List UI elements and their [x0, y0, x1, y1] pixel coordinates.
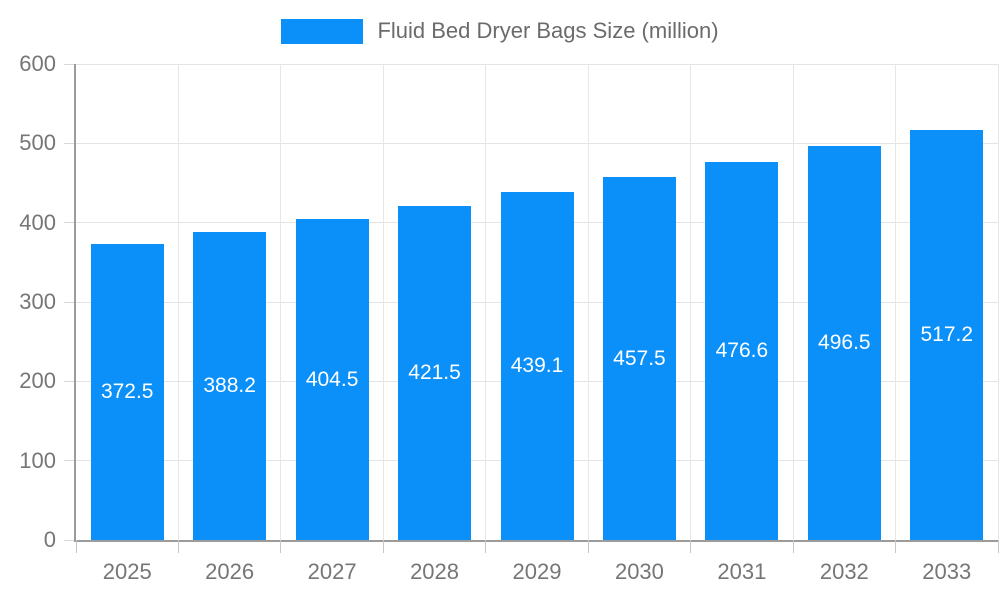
bar[interactable]: 517.2: [910, 129, 984, 540]
legend-label: Fluid Bed Dryer Bags Size (million): [377, 18, 719, 43]
bar-value-label: 372.5: [100, 380, 154, 404]
x-axis-label: 2033: [922, 559, 972, 584]
x-axis-label: 2032: [819, 559, 869, 584]
bar-value-label: 476.6: [715, 338, 769, 362]
x-gridline: [485, 64, 487, 540]
bar-value-label: 388.2: [203, 374, 256, 397]
y-axis-tick: [64, 460, 74, 462]
bar[interactable]: 496.5: [807, 146, 881, 540]
y-axis-tick: [64, 142, 74, 144]
x-axis-tick: [485, 540, 487, 553]
x-axis-tick: [792, 540, 794, 553]
x-axis-tick: [587, 540, 589, 553]
y-axis-tick: [64, 380, 74, 382]
x-gridline: [792, 64, 794, 540]
x-axis-label: 2027: [307, 559, 357, 584]
y-axis-tick: [64, 301, 74, 303]
x-axis-tick: [177, 540, 179, 553]
y-axis-label: 300: [19, 289, 56, 314]
x-axis-label: 2029: [512, 559, 562, 584]
x-axis-tick: [75, 540, 77, 553]
x-gridline: [177, 64, 179, 540]
plot-area: 372.5 2025 388.2 2026 404.5 2027 421.5 2028 439.…: [64, 63, 999, 584]
x-gridline: [587, 64, 589, 540]
bar[interactable]: 372.5: [90, 244, 164, 540]
x-axis-label: 2028: [410, 559, 460, 584]
x-axis-tick: [997, 540, 999, 553]
y-axis-tick: [64, 539, 74, 541]
y-axis-label: 400: [19, 209, 56, 235]
y-gridline: [76, 63, 998, 65]
y-axis-label: 500: [19, 130, 56, 156]
bar-value-label: 517.2: [920, 322, 974, 346]
x-axis-label: 2026: [205, 559, 255, 584]
y-axis-label: 0: [43, 527, 56, 552]
bar[interactable]: 439.1: [500, 191, 574, 540]
bar[interactable]: 404.5: [295, 219, 369, 540]
x-axis-label: 2031: [717, 559, 767, 584]
y-axis-tick: [64, 222, 74, 224]
x-axis-tick: [690, 540, 692, 553]
bar[interactable]: 421.5: [398, 205, 472, 540]
bar-value-label: 439.1: [510, 353, 564, 377]
y-axis-label: 200: [19, 368, 56, 394]
legend[interactable]: Fluid Bed Dryer Bags Size (million): [0, 18, 1000, 44]
y-axis-label: 100: [19, 447, 56, 473]
bar[interactable]: 388.2: [193, 232, 267, 540]
x-axis-label: 2030: [614, 559, 664, 584]
x-gridline: [895, 64, 897, 540]
x-axis-tick: [280, 540, 282, 553]
bar-value-label: 457.5: [613, 346, 666, 370]
x-axis-label: 2025: [102, 559, 152, 584]
x-axis-tick: [895, 540, 897, 553]
x-gridline: [997, 64, 999, 540]
bar[interactable]: 457.5: [602, 177, 676, 540]
bar-value-label: 404.5: [305, 367, 359, 391]
y-axis-label: 600: [19, 51, 56, 76]
x-gridline: [690, 64, 692, 540]
bar-value-label: 496.5: [818, 331, 871, 355]
y-axis-tick: [64, 63, 74, 65]
x-axis-tick: [382, 540, 384, 553]
y-gridline: [76, 142, 998, 144]
bar-value-label: 421.5: [408, 360, 461, 384]
x-gridline: [382, 64, 384, 540]
legend-swatch: [281, 18, 364, 44]
x-gridline: [280, 64, 282, 540]
bar[interactable]: 476.6: [705, 161, 779, 540]
